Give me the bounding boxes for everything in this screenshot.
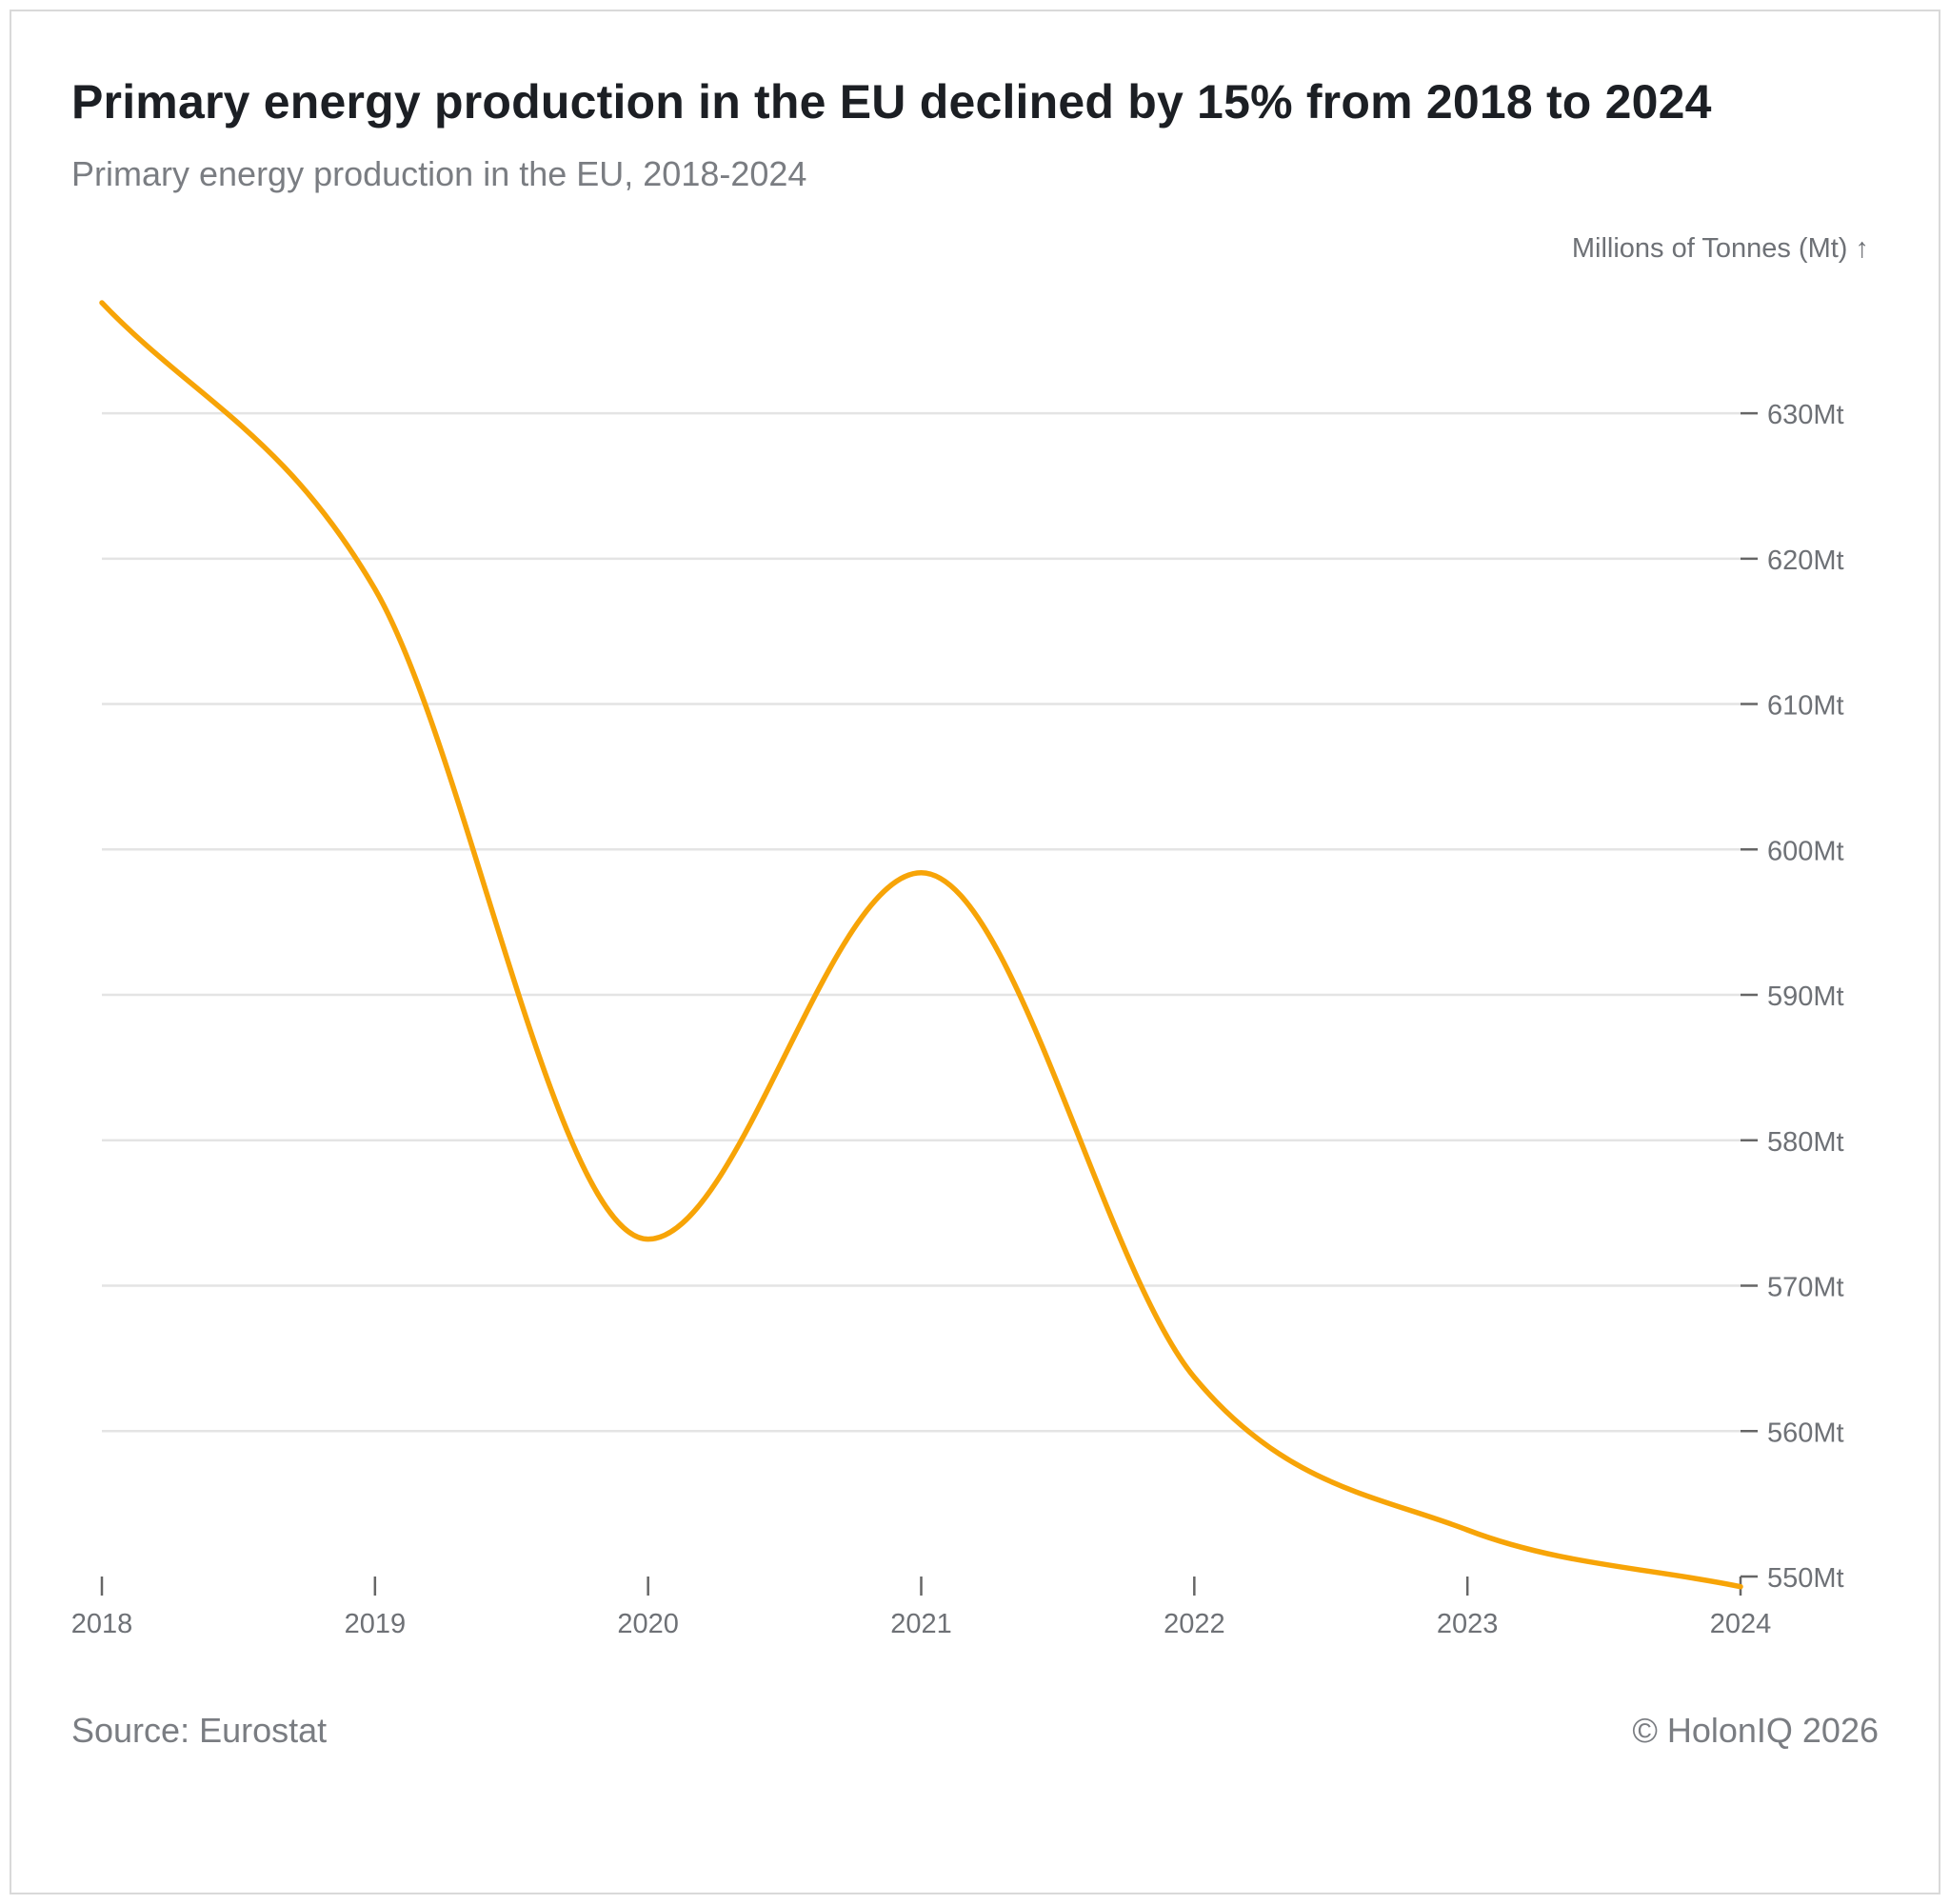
- chart-title: Primary energy production in the EU decl…: [71, 75, 1712, 129]
- copyright-note: © HolonIQ 2026: [1632, 1711, 1879, 1750]
- chart-subtitle: Primary energy production in the EU, 201…: [71, 154, 807, 193]
- source-note: Source: Eurostat: [71, 1711, 328, 1750]
- chart-card: [10, 10, 1940, 1894]
